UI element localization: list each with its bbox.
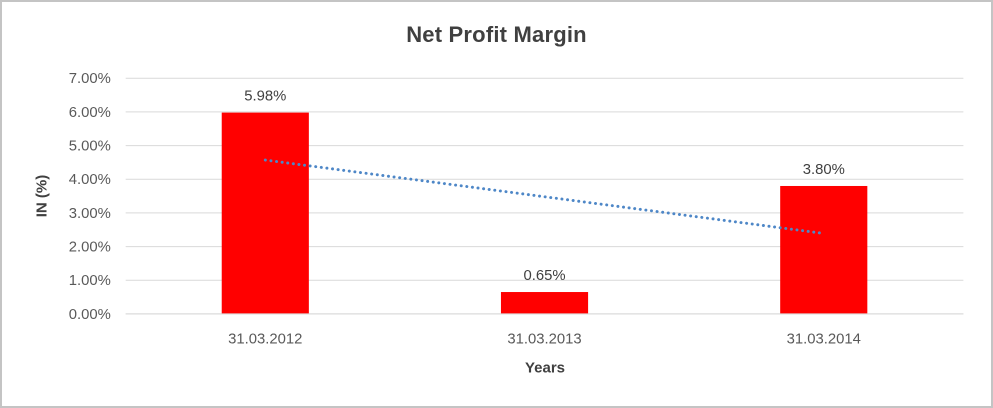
x-tick-label: 31.03.2014 [787, 332, 861, 348]
x-axis-title: Years [524, 359, 566, 377]
chart-title: Net Profit Margin [406, 22, 587, 47]
x-tick-label: 31.03.2012 [228, 332, 302, 348]
y-tick-label: 6.00% [69, 105, 111, 121]
bar [500, 292, 589, 314]
y-tick-label: 2.00% [69, 240, 111, 256]
y-tick-label: 7.00% [69, 71, 111, 87]
x-tick-label: 31.03.2013 [507, 332, 581, 348]
bar-data-label: 0.65% [523, 268, 565, 284]
bar-data-label: 3.80% [803, 162, 845, 178]
bar [780, 185, 868, 314]
trendline [263, 158, 826, 235]
y-tick-label: 3.00% [69, 206, 111, 222]
y-tick-label: 5.00% [69, 139, 111, 155]
bar [221, 112, 309, 314]
bar-data-label: 5.98% [244, 89, 286, 105]
y-tick-label: 4.00% [69, 172, 111, 188]
y-tick-label: 0.00% [69, 307, 111, 323]
y-tick-label: 1.00% [69, 273, 111, 289]
